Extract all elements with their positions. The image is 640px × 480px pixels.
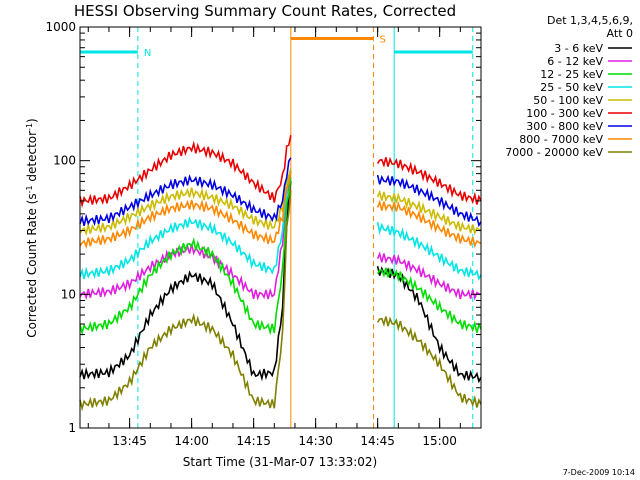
date-stamp: 7-Dec-2009 10:14 (563, 468, 635, 477)
x-axis-label: Start Time (31-Mar-07 13:33:02) (183, 455, 377, 469)
x-tick-label: 14:45 (360, 434, 395, 448)
y-tick-label: 10 (61, 287, 76, 301)
y-label-sup2: -1 (25, 123, 34, 131)
series (79, 190, 482, 412)
legend-entry-label: 100 - 300 keV (526, 107, 603, 120)
y-axis: 1 10 100 1000 (45, 20, 481, 435)
legend-entry-label: 25 - 50 keV (540, 81, 603, 94)
series-line (79, 172, 292, 249)
series-line (376, 199, 482, 249)
legend-entry-label: 300 - 800 keV (526, 120, 603, 133)
series-line (376, 266, 482, 384)
y-label-mid: detector (25, 131, 39, 186)
interval-label: N (144, 48, 151, 59)
legend-header-attenuator: Att 0 (607, 27, 633, 40)
series-line (79, 135, 292, 209)
series-line (376, 156, 482, 205)
series (79, 169, 482, 281)
y-axis-label: Corrected Count Rate (s-1 detector-1) (25, 118, 40, 337)
interval-label: S (380, 35, 386, 46)
series-line (376, 267, 482, 333)
y-tick-label: 1000 (45, 20, 76, 34)
legend-entry-label: 7000 - 20000 keV (505, 146, 603, 159)
x-tick-label: 14:30 (298, 434, 333, 448)
y-label-prefix: Corrected Count Rate (s (25, 193, 39, 337)
series-line (376, 189, 482, 236)
legend-entry-label: 50 - 100 keV (533, 94, 603, 107)
plot-frame (79, 26, 482, 429)
x-tick-label: 14:15 (236, 434, 271, 448)
legend-entry-label: 12 - 25 keV (540, 68, 603, 81)
series-line (79, 190, 292, 412)
legend-header-detectors: Det 1,3,4,5,6,9, (547, 14, 633, 27)
series (79, 167, 482, 237)
y-label-suffix: ) (25, 118, 39, 123)
series-line (79, 167, 292, 237)
x-axis: 13:45 14:00 14:15 14:30 14:45 15:00 (87, 27, 482, 448)
series-line (79, 169, 292, 280)
chart-title: HESSI Observing Summary Count Rates, Cor… (74, 2, 456, 20)
series (79, 181, 482, 384)
series (79, 135, 482, 209)
series (79, 157, 482, 228)
x-tick-label: 14:00 (174, 434, 209, 448)
series-line (79, 157, 292, 227)
series (79, 172, 482, 249)
y-label-sup1: -1 (25, 185, 34, 193)
legend-entry-label: 800 - 7000 keV (519, 133, 603, 146)
legend-entry-label: 3 - 6 keV (554, 42, 603, 55)
series-line (376, 222, 482, 281)
y-tick-label: 100 (53, 154, 76, 168)
series-line (79, 177, 292, 337)
series-line (79, 181, 292, 382)
series-line (376, 251, 482, 301)
x-tick-label: 13:45 (112, 434, 147, 448)
y-tick-label: 1 (68, 421, 76, 435)
legend-entry-label: 6 - 12 keV (547, 55, 603, 68)
x-tick-label: 15:00 (422, 434, 457, 448)
series-layer (79, 135, 482, 412)
series-line (376, 316, 482, 408)
series-line (376, 174, 482, 228)
series (79, 177, 482, 337)
